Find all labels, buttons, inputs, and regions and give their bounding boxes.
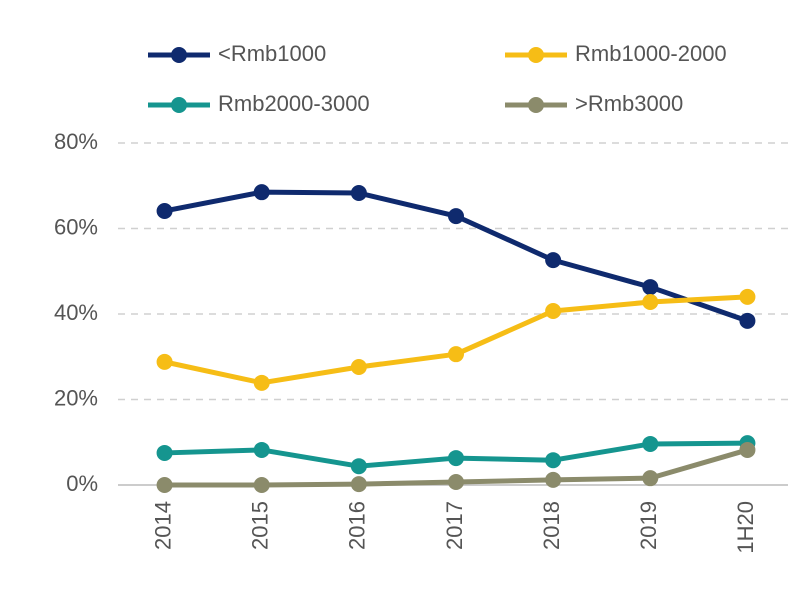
y-tick-label: 0% — [66, 471, 98, 496]
data-point — [156, 202, 173, 219]
data-point — [448, 208, 464, 225]
data-point — [448, 450, 464, 467]
series-line — [164, 294, 748, 386]
data-point — [545, 452, 562, 469]
legend-marker — [171, 97, 187, 113]
x-tick-label: 1H20 — [733, 501, 758, 554]
data-point — [253, 184, 270, 201]
legend-label: Rmb1000-2000 — [575, 41, 727, 66]
x-tick-label: 2018 — [539, 501, 564, 550]
data-point — [156, 477, 173, 493]
x-tick-label: 2015 — [248, 501, 273, 550]
data-point — [350, 458, 367, 475]
legend-marker — [528, 97, 544, 113]
y-tick-label: 20% — [54, 385, 98, 410]
legend-marker — [528, 47, 544, 63]
x-tick-label: 2019 — [636, 501, 661, 550]
data-point — [156, 353, 173, 370]
data-point — [642, 294, 659, 311]
data-point — [739, 288, 756, 305]
legend-label: >Rmb3000 — [575, 91, 683, 116]
data-point — [253, 477, 270, 493]
data-point — [253, 441, 270, 458]
data-point — [448, 474, 464, 491]
data-point — [350, 476, 367, 493]
legend-marker — [171, 47, 187, 63]
data-point — [350, 185, 367, 202]
y-tick-label: 40% — [54, 300, 98, 325]
data-point — [448, 346, 464, 363]
data-point — [739, 441, 756, 458]
data-point — [545, 471, 562, 488]
data-point — [642, 435, 659, 452]
data-point — [253, 374, 270, 391]
data-point — [739, 312, 756, 329]
x-tick-label: 2014 — [150, 501, 175, 550]
data-point — [156, 444, 173, 461]
data-point — [545, 252, 562, 269]
y-tick-label: 60% — [54, 214, 98, 239]
data-point — [642, 470, 659, 487]
y-tick-label: 80% — [54, 129, 98, 154]
x-tick-label: 2017 — [442, 501, 467, 550]
data-point — [350, 359, 367, 376]
x-tick-label: 2016 — [345, 501, 370, 550]
data-point — [642, 279, 659, 296]
legend-label: <Rmb1000 — [218, 41, 326, 66]
legend-label: Rmb2000-3000 — [218, 91, 370, 116]
data-point — [545, 303, 562, 320]
